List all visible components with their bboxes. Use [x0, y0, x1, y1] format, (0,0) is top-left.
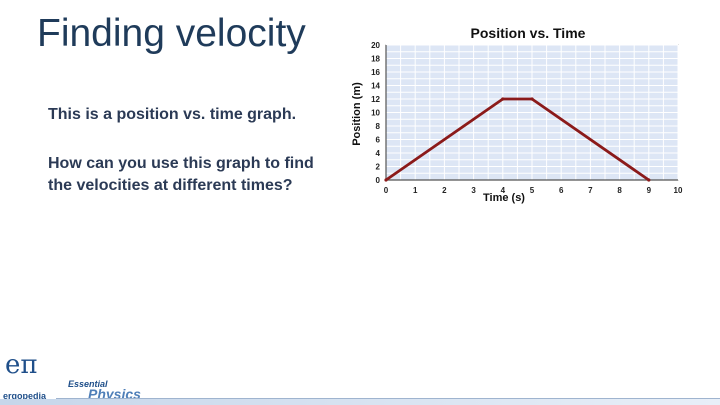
slide-title: Finding velocity [37, 12, 306, 55]
x-tick-label: 5 [530, 186, 535, 195]
x-tick-label: 1 [413, 186, 418, 195]
footer-bar [0, 399, 720, 405]
ergopedia-logo-text: ergopedia [3, 391, 47, 401]
series-line [385, 97, 650, 182]
data-point [647, 178, 651, 182]
y-tick-label: 8 [376, 122, 381, 131]
x-tick-label: 7 [588, 186, 593, 195]
x-tick-labels: 0 1 2 3 4 5 6 7 8 9 10 [384, 186, 683, 195]
y-tick-label: 16 [371, 68, 380, 77]
y-axis-label: Position (m) [351, 82, 363, 146]
y-tick-label: 6 [376, 136, 381, 145]
data-point [530, 97, 534, 101]
y-tick-label: 10 [371, 109, 380, 118]
x-tick-label: 6 [559, 186, 564, 195]
y-tick-label: 14 [371, 82, 380, 91]
x-tick-label: 9 [647, 186, 652, 195]
series-label-top: Essential [68, 379, 108, 389]
bullet-text: This is a position vs. time graph. [48, 106, 297, 123]
x-tick-label: 3 [471, 186, 476, 195]
y-tick-label: 4 [376, 149, 381, 158]
y-tick-label: 20 [371, 41, 380, 50]
y-tick-label: 2 [376, 163, 381, 172]
x-tick-label: 8 [617, 186, 622, 195]
x-tick-label: 0 [384, 186, 389, 195]
footer-divider [56, 398, 720, 399]
data-point [501, 97, 505, 101]
x-tick-label: 4 [501, 186, 506, 195]
x-axis-label: Time (s) [483, 192, 525, 204]
chart-title: Position vs. Time [471, 25, 586, 41]
y-tick-label: 0 [376, 176, 381, 185]
y-tick-labels: 0 2 4 6 8 10 12 14 16 18 20 [371, 41, 380, 185]
position-time-chart: Position vs. Time 0 1 2 3 4 5 6 7 8 9 10 024681012… [351, 25, 683, 204]
grid-lines [385, 44, 679, 181]
data-series [384, 97, 651, 182]
y-tick-label: 18 [371, 55, 380, 64]
x-tick-label: 2 [442, 186, 447, 195]
ergopedia-logo-icon: eπ [5, 350, 38, 380]
bullet-text: How can you use this graph to find the v… [48, 155, 314, 194]
y-tick-label: 12 [371, 95, 380, 104]
x-tick-label: 10 [674, 186, 683, 195]
data-point [384, 178, 388, 182]
